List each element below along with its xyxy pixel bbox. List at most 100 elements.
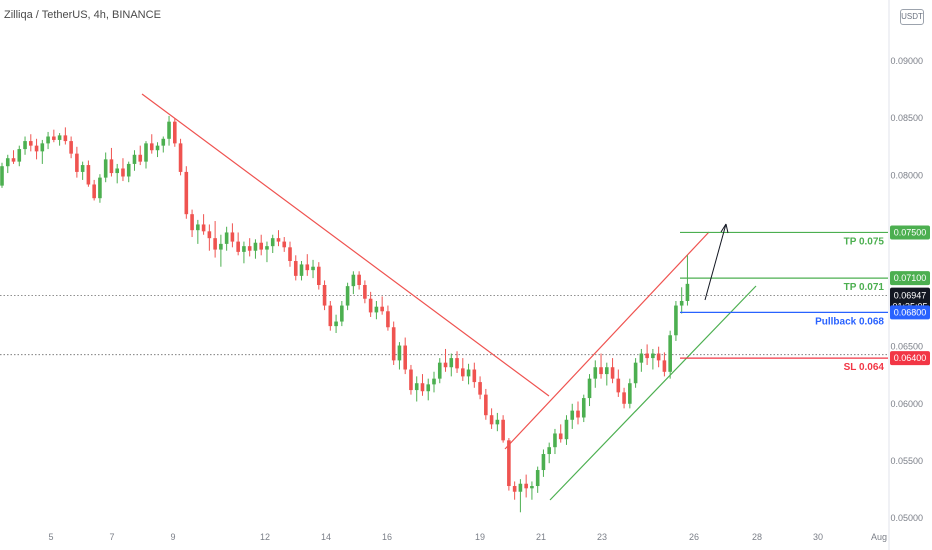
candle-body: [368, 298, 373, 313]
candle-body: [374, 306, 379, 313]
candle-body: [121, 168, 125, 177]
candle-body: [587, 378, 592, 399]
horizontal-levels: [0, 295, 888, 356]
trend-lines: [141, 93, 757, 501]
price-tag: [890, 225, 930, 240]
x-tick-label: 14: [321, 532, 331, 542]
level-label: TP 0.075: [844, 236, 885, 247]
candle-body: [317, 266, 321, 285]
candle-body: [472, 369, 477, 383]
candle-body: [674, 305, 678, 336]
candle-body: [5, 158, 10, 167]
candle-body: [253, 242, 258, 251]
candle-body: [103, 159, 108, 178]
candle-body: [397, 345, 402, 361]
channel-upper-line: [504, 231, 710, 450]
candle-body: [645, 353, 649, 359]
currency-button[interactable]: USDT: [900, 9, 924, 25]
x-tick-label: 30: [813, 532, 823, 542]
candle-body: [581, 398, 586, 418]
candle-body: [570, 410, 575, 420]
x-tick-label: 21: [536, 532, 546, 542]
candle-body: [247, 246, 252, 251]
candle-body: [46, 136, 50, 144]
candle-body: [363, 284, 367, 299]
y-tick-label: 0.08500: [890, 113, 923, 123]
y-tick-label: 0.05500: [890, 456, 923, 466]
candle-body: [507, 440, 511, 487]
candle-body: [242, 246, 246, 252]
candle-body: [391, 327, 396, 361]
level-label: SL 0.064: [844, 362, 885, 373]
x-tick-label: 23: [597, 532, 607, 542]
candle-body: [190, 214, 194, 231]
candle-body: [484, 394, 488, 416]
candle-body: [553, 433, 557, 448]
candle-body: [29, 141, 33, 146]
candle-body: [403, 345, 407, 370]
candle-body: [196, 224, 200, 231]
candle-body: [576, 410, 580, 418]
projection-arrow-head: [720, 223, 729, 234]
candle-body: [639, 353, 644, 363]
level-annotations: TP 0.075 TP 0.071 Pullback 0.068 SL 0.064: [680, 223, 888, 373]
candle-body: [115, 168, 119, 174]
candle-body: [535, 470, 540, 487]
x-tick-label: 26: [689, 532, 699, 542]
x-tick-label: 9: [170, 532, 175, 542]
x-tick-label: 5: [48, 532, 53, 542]
candle-body: [443, 362, 448, 368]
candle-body: [328, 305, 333, 327]
candle-body: [530, 486, 534, 489]
candle-body: [668, 335, 672, 372]
candle-body: [386, 311, 390, 328]
candle-body: [409, 369, 413, 391]
candle-body: [265, 246, 269, 250]
candle-body: [270, 238, 275, 247]
candle-body: [662, 360, 667, 372]
candle-body: [449, 358, 454, 368]
candle-body: [466, 369, 471, 377]
candle-body: [98, 177, 102, 199]
time-axis[interactable]: 5 7 9 12 14 16 19 21 23 26 28 30 Aug: [48, 532, 887, 542]
candle-body: [564, 419, 569, 440]
candle-body: [593, 367, 598, 379]
x-tick-label: 7: [109, 532, 114, 542]
price-tag-label: 0.06400: [894, 353, 927, 363]
candle-body: [599, 367, 603, 375]
candle-body: [288, 247, 292, 262]
candle-body: [351, 274, 356, 287]
candle-body: [282, 241, 287, 248]
y-tick-label: 0.08000: [890, 170, 923, 180]
candle-body: [52, 136, 56, 140]
candle-body: [201, 224, 206, 232]
candle-body: [651, 353, 655, 359]
price-tag-label: 0.06800: [894, 307, 927, 317]
candle-body: [334, 321, 338, 327]
candle-body: [23, 141, 27, 150]
candle-body: [478, 382, 482, 395]
price-tag-label: 0.07500: [894, 227, 927, 237]
candle-body: [628, 383, 632, 404]
candle-body: [34, 145, 39, 152]
price-tag: [890, 351, 930, 366]
candle-body: [605, 367, 609, 375]
candle-body: [213, 238, 217, 250]
candle-body: [518, 483, 523, 492]
x-tick-label: Aug: [871, 532, 887, 542]
candle-body: [178, 143, 183, 172]
candle-body: [138, 154, 143, 162]
candle-body: [622, 392, 626, 404]
candle-body: [40, 143, 45, 152]
candle-body: [455, 358, 459, 369]
candle-body: [616, 378, 621, 393]
candle-body: [161, 138, 166, 146]
candle-body: [420, 383, 425, 392]
price-tag: [890, 305, 930, 320]
candle-body: [92, 184, 96, 199]
level-label: Pullback 0.068: [815, 316, 884, 327]
candle-body: [685, 283, 690, 301]
candle-body: [656, 353, 661, 361]
price-axis[interactable]: 0.09000 0.08500 0.08000 0.06500 0.06000 0.055…: [888, 0, 930, 550]
